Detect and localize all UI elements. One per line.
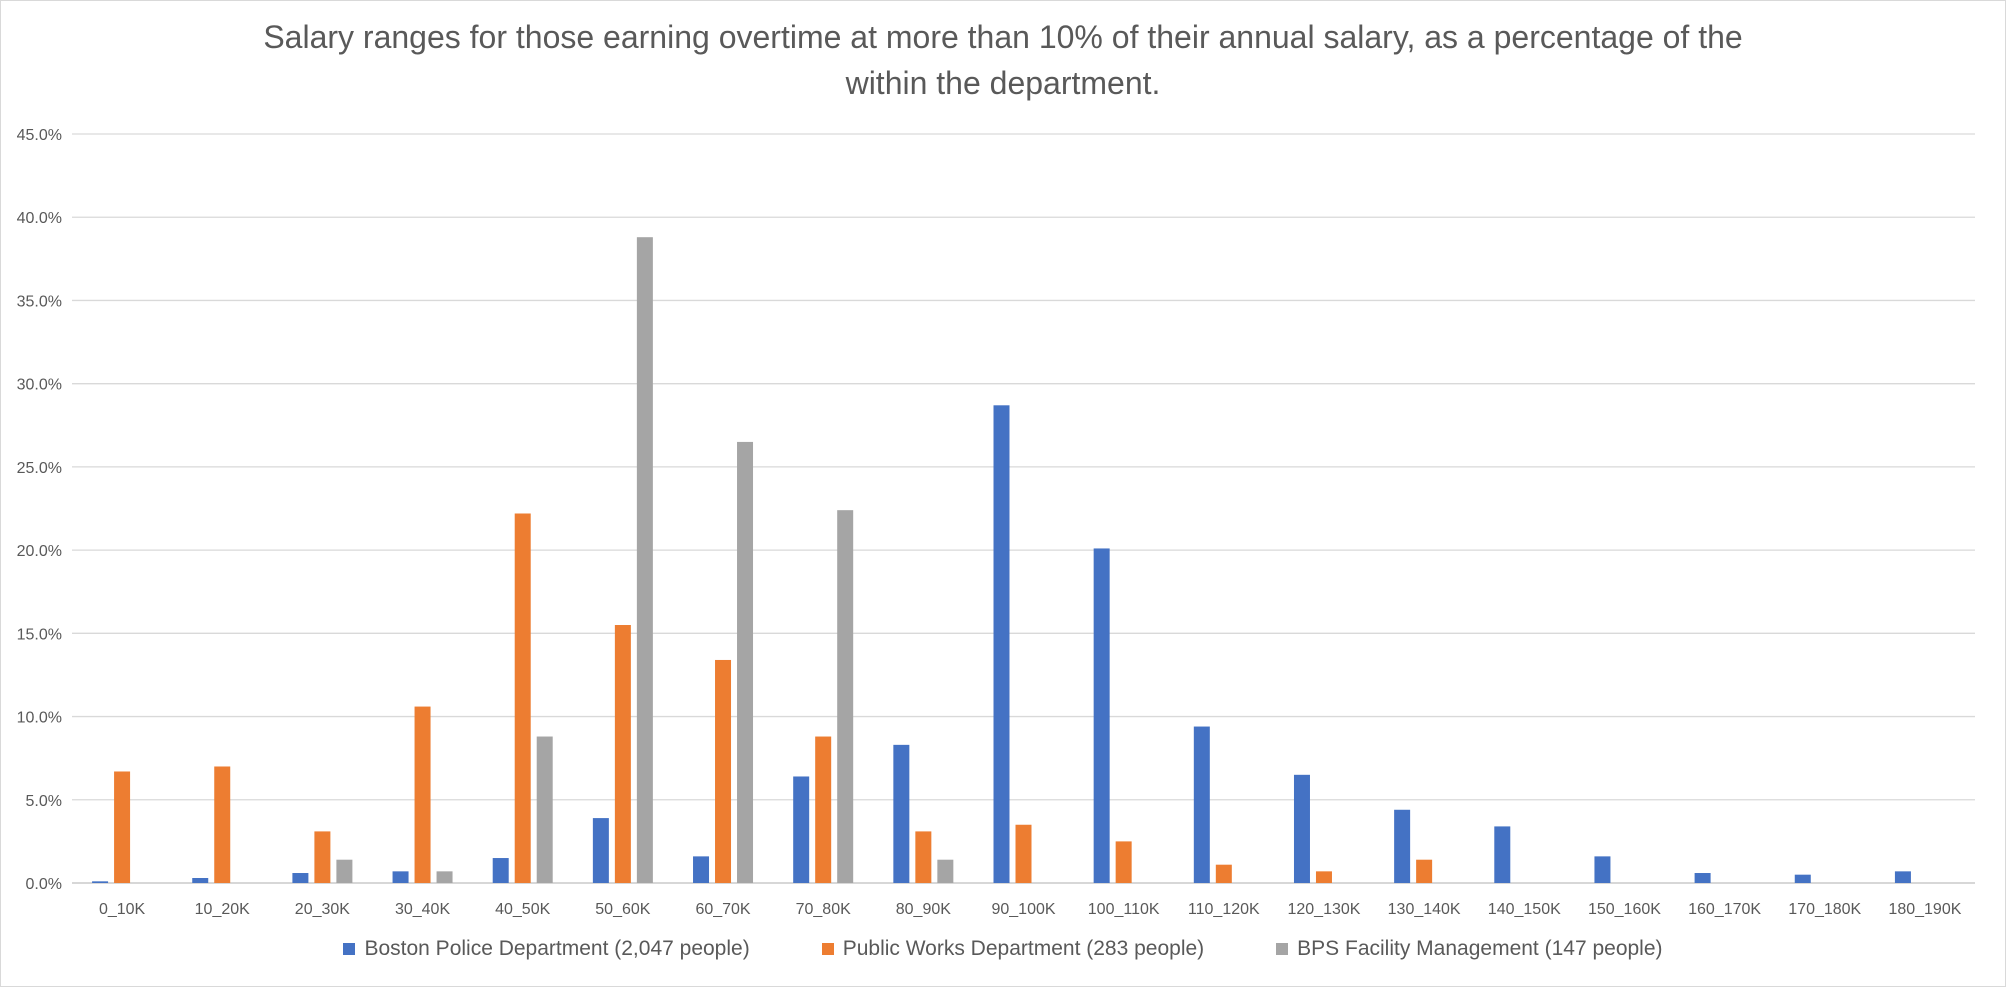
bar [314, 831, 331, 883]
x-tick-label: 80_90K [896, 901, 951, 918]
x-tick-label: 50_60K [595, 901, 650, 918]
bar [1015, 824, 1032, 883]
legend-swatch [821, 943, 834, 955]
bar [1115, 841, 1132, 883]
bar [214, 766, 231, 883]
bar [1794, 874, 1811, 883]
x-tick-label: 10_20K [195, 901, 250, 918]
bar [937, 859, 954, 883]
bar [1494, 826, 1511, 883]
x-tick-label: 120_130K [1287, 901, 1360, 918]
x-tick-label: 150_160K [1588, 901, 1661, 918]
chart-title: Salary ranges for those earning overtime… [0, 14, 2006, 106]
bar [392, 871, 409, 883]
bar [715, 659, 732, 883]
x-tick-label: 20_30K [295, 901, 350, 918]
x-tick-label: 130_140K [1388, 901, 1461, 918]
bar [514, 513, 531, 883]
bar [336, 859, 353, 883]
bar [492, 858, 509, 883]
y-tick-label: 30.0% [17, 377, 62, 394]
y-tick-label: 15.0% [17, 626, 62, 643]
bar [1394, 809, 1411, 883]
x-tick-label: 100_110K [1088, 901, 1160, 918]
chart-legend: Boston Police Department (2,047 people) P… [0, 937, 2006, 961]
bar [536, 736, 553, 883]
y-tick-label: 5.0% [26, 793, 62, 810]
x-tick-label: 90_100K [991, 901, 1055, 918]
bar [893, 744, 910, 883]
bar [837, 510, 854, 883]
bar [1894, 871, 1911, 883]
bar [793, 776, 810, 883]
y-tick-label: 40.0% [17, 210, 62, 227]
y-tick-label: 0.0% [26, 876, 62, 893]
bar [1293, 774, 1310, 883]
x-tick-label: 160_170K [1688, 901, 1761, 918]
chart-title-line-2: within the department. [845, 65, 1161, 101]
x-tick-label: 180_190K [1888, 901, 1961, 918]
legend-swatch [343, 943, 356, 955]
legend-swatch [1276, 943, 1289, 955]
bar [1215, 864, 1232, 883]
bar [1193, 726, 1210, 883]
y-tick-label: 45.0% [17, 127, 62, 144]
bar [114, 771, 131, 883]
bar [414, 706, 431, 883]
bar [1093, 548, 1110, 883]
x-tick-label: 70_80K [796, 901, 851, 918]
legend-item: Boston Police Department (2,047 people) [343, 937, 750, 961]
y-tick-label: 10.0% [17, 710, 62, 727]
bar [436, 871, 453, 883]
y-tick-label: 25.0% [17, 460, 62, 477]
bar [1594, 856, 1611, 883]
bar [592, 818, 609, 883]
bar [636, 237, 653, 883]
bar [1416, 859, 1433, 883]
bar [693, 856, 710, 883]
bar [1315, 871, 1332, 883]
bar [92, 881, 109, 883]
bar [815, 736, 832, 883]
x-tick-label: 170_180K [1788, 901, 1861, 918]
bar [993, 405, 1010, 883]
x-tick-label: 40_50K [495, 901, 550, 918]
y-tick-label: 20.0% [17, 543, 62, 560]
bar [292, 873, 309, 883]
x-tick-label: 60_70K [695, 901, 750, 918]
x-tick-label: 110_120K [1188, 901, 1260, 918]
legend-item: BPS Facility Management (147 people) [1276, 937, 1663, 961]
x-tick-label: 30_40K [395, 901, 450, 918]
legend-label: BPS Facility Management (147 people) [1297, 937, 1663, 960]
bar [1694, 873, 1711, 883]
legend-item: Public Works Department (283 people) [821, 937, 1205, 961]
bar [915, 831, 932, 883]
legend-label: Boston Police Department (2,047 people) [364, 937, 750, 960]
legend-label: Public Works Department (283 people) [842, 937, 1205, 960]
x-tick-label: 140_150K [1488, 901, 1561, 918]
x-tick-label: 0_10K [99, 901, 146, 918]
y-tick-label: 35.0% [17, 293, 62, 310]
bar [737, 441, 754, 883]
bar [192, 878, 209, 883]
bar [614, 625, 631, 883]
chart-title-line-1: Salary ranges for those earning overtime… [263, 19, 1743, 55]
